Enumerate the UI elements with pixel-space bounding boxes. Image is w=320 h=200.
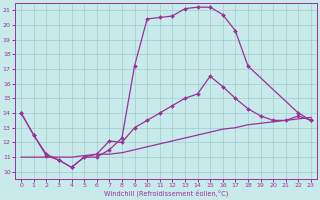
X-axis label: Windchill (Refroidissement éolien,°C): Windchill (Refroidissement éolien,°C) [104, 190, 228, 197]
